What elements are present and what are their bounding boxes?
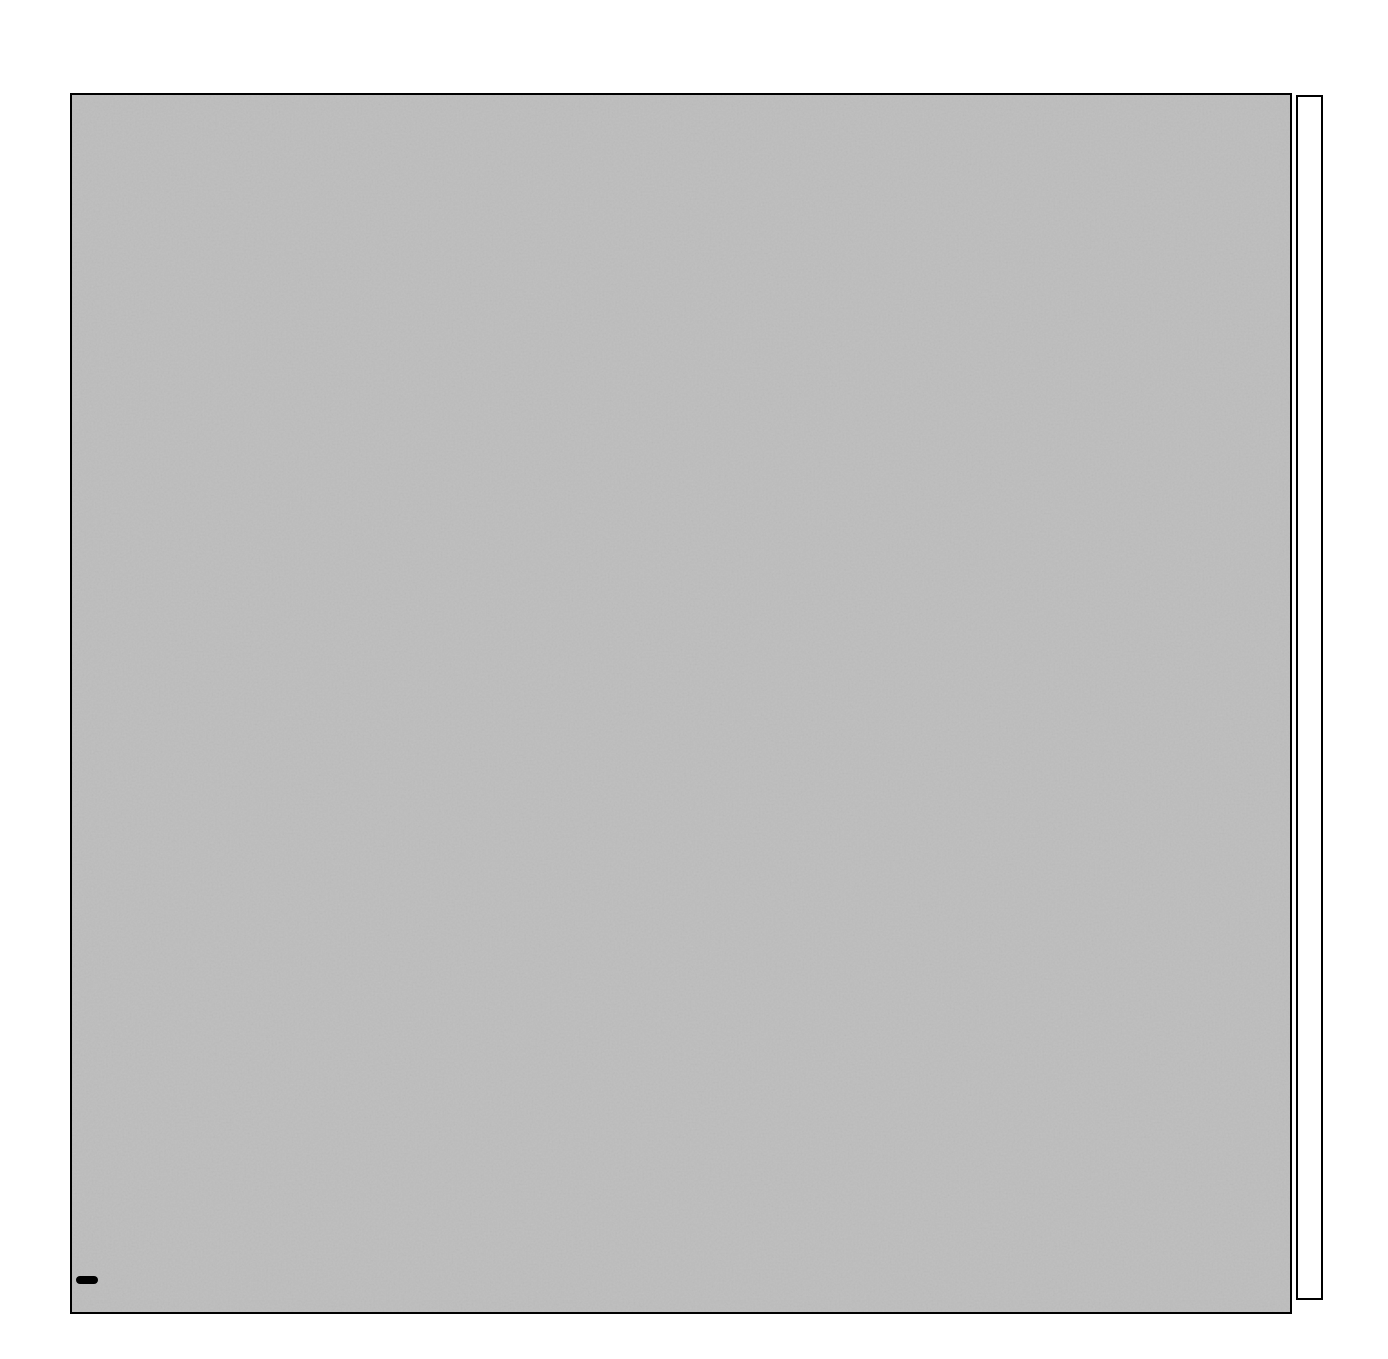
copyright-badge	[76, 1276, 98, 1284]
colorbar	[1296, 95, 1323, 1300]
satellite-image	[72, 95, 1290, 1312]
film-grain-overlay	[72, 95, 1290, 1312]
satellite-map	[70, 93, 1292, 1314]
